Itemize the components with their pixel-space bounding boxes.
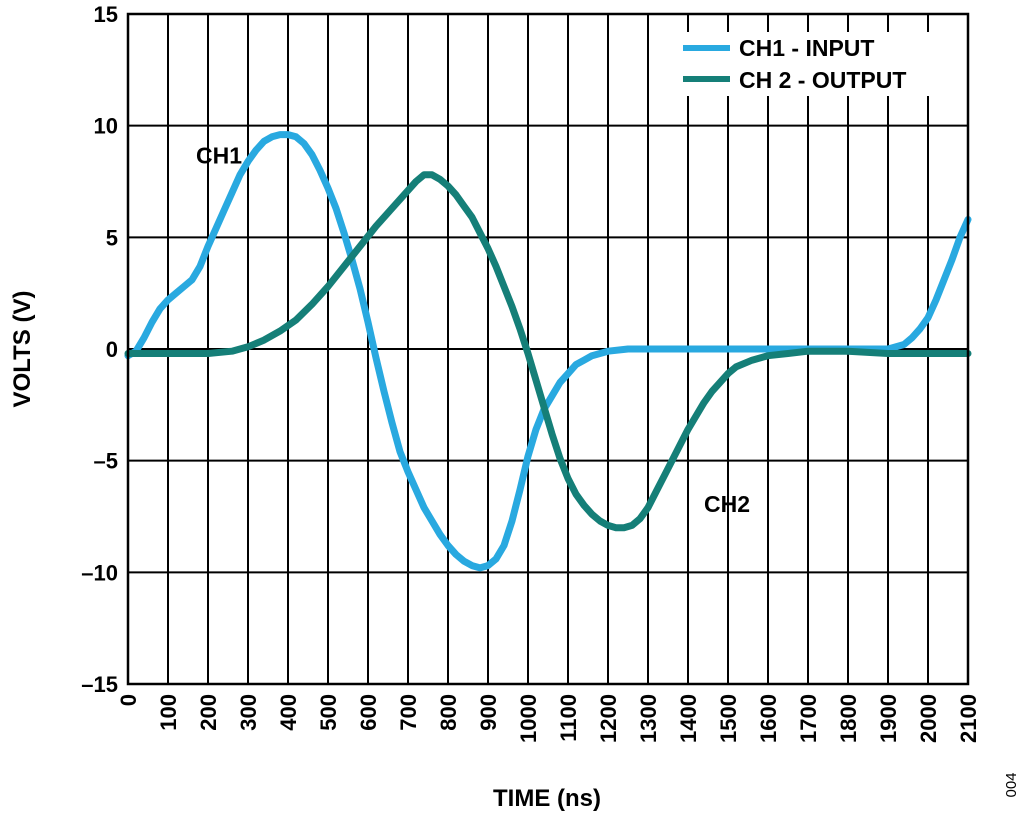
x-tick-label: 100 xyxy=(156,694,181,731)
x-tick-labels: 0 100 200 300 400 500 600 700 800 900 1000 1100 1200… xyxy=(116,694,981,743)
x-tick-label: 700 xyxy=(396,694,421,731)
x-tick-label: 300 xyxy=(236,694,261,731)
series-line-ch2-output xyxy=(124,171,972,532)
y-tick-label: –5 xyxy=(94,449,118,474)
x-tick-label: 2000 xyxy=(916,694,941,743)
y-tick-label: 0 xyxy=(106,337,118,362)
x-tick-label: 800 xyxy=(436,694,461,731)
y-tick-label: 5 xyxy=(106,225,118,250)
x-tick-label: 400 xyxy=(276,694,301,731)
x-axis-title: TIME (ns) xyxy=(493,785,601,812)
plot-frame xyxy=(126,12,970,686)
x-tick-label: 900 xyxy=(476,694,501,731)
x-tick-label: 1700 xyxy=(796,694,821,743)
x-tick-label: 200 xyxy=(196,694,221,731)
annotations: CH1 CH2 xyxy=(196,143,750,517)
annotation-ch2: CH2 xyxy=(704,491,750,517)
y-tick-label: –15 xyxy=(81,672,118,697)
x-tick-label: 500 xyxy=(316,694,341,731)
x-tick-label: 1200 xyxy=(596,694,621,743)
x-tick-label: 2100 xyxy=(956,694,981,743)
x-tick-label: 600 xyxy=(356,694,381,731)
x-tick-label: 1100 xyxy=(556,694,581,742)
legend: CH1 - INPUT CH 2 - OUTPUT xyxy=(672,32,958,96)
series-line-ch1-input xyxy=(124,131,972,572)
y-tick-label: –10 xyxy=(81,560,118,585)
series-layer xyxy=(124,131,972,572)
x-tick-label: 1800 xyxy=(836,694,861,743)
x-tick-label: 1000 xyxy=(516,694,541,743)
x-tick-label: 1500 xyxy=(716,694,741,743)
y-tick-label: 15 xyxy=(94,2,118,27)
x-tick-label: 1600 xyxy=(756,694,781,743)
x-tick-label: 0 xyxy=(116,694,141,706)
legend-label-ch1-input: CH1 - INPUT xyxy=(739,35,874,61)
x-tick-label: 1300 xyxy=(636,694,661,743)
x-tick-label: 1900 xyxy=(876,694,901,743)
y-axis-title: VOLTS (V) xyxy=(9,291,36,408)
y-tick-labels: 15 10 5 0 –5 –10 –15 xyxy=(81,2,118,697)
x-tick-label: 1400 xyxy=(676,694,701,743)
y-tick-label: 10 xyxy=(94,114,118,139)
annotation-ch1: CH1 xyxy=(196,143,242,169)
figure-id: 004 xyxy=(1003,772,1020,797)
legend-label-ch2-output: CH 2 - OUTPUT xyxy=(739,67,906,93)
legend-box xyxy=(672,32,958,96)
